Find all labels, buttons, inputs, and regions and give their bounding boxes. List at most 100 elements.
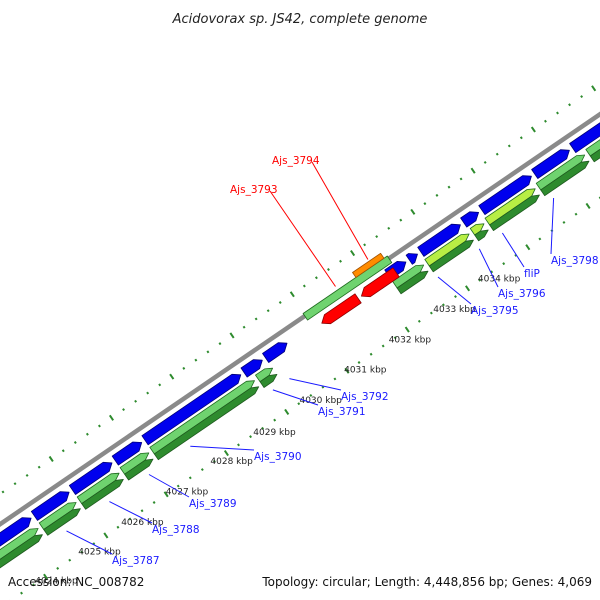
tick-minor (61, 449, 65, 453)
tick-minor (417, 319, 421, 323)
gene-light-bar (302, 255, 393, 321)
cds-forward-arrow (0, 517, 32, 547)
cds-reverse-arrow (360, 267, 400, 298)
tick-minor (56, 566, 60, 570)
tick-minor (266, 309, 270, 313)
gene-dark-bar (124, 458, 154, 481)
tick-minor (242, 325, 246, 329)
tick-major (163, 491, 169, 498)
scale-label: 4030 kbp (299, 396, 342, 406)
tick-minor (381, 344, 385, 348)
gene-dark-bar (396, 270, 429, 295)
tick-minor (97, 424, 101, 428)
tick-minor (514, 253, 518, 257)
tick-minor (369, 352, 373, 356)
tick-minor (321, 385, 325, 389)
tick-minor (261, 426, 265, 430)
tick-minor (176, 484, 180, 488)
cds-forward-arrow (240, 359, 263, 378)
tick-minor (68, 558, 72, 562)
tick-minor (478, 278, 482, 282)
gene-label: Ajs_3791 (318, 406, 366, 418)
cds-forward-arrow (111, 441, 143, 466)
gene-label: fliP (524, 268, 540, 280)
tick-minor (249, 435, 253, 439)
tick-major (223, 450, 229, 457)
gene-label: Ajs_3787 (112, 555, 160, 567)
tick-minor (158, 383, 162, 387)
tick-minor (483, 160, 487, 164)
tick-major (103, 532, 109, 539)
tick-major (410, 208, 416, 215)
feature-tracks (0, 122, 600, 569)
label-leader-line (550, 197, 555, 255)
tick-minor (297, 402, 301, 406)
gene-label: Ajs_3789 (189, 498, 237, 510)
gene-label: Ajs_3794 (272, 155, 320, 167)
tick-major (289, 291, 295, 298)
tick-minor (441, 303, 445, 307)
tick-major (525, 244, 531, 251)
gene-label: Ajs_3793 (230, 184, 278, 196)
tick-minor (218, 342, 222, 346)
scale-label: 4024 kbp (35, 577, 78, 587)
tick-minor (278, 300, 282, 304)
tick-minor (454, 295, 457, 299)
tick-minor (574, 212, 578, 216)
gene-dark-bar (489, 194, 540, 232)
tick-minor (146, 391, 150, 395)
tick-major (229, 332, 235, 339)
tick-minor (314, 276, 318, 280)
tick-minor (435, 193, 439, 197)
gene-dark-bar (81, 478, 124, 510)
scale-labels: 4024 kbp 4025 kbp 4026 kbp 4027 kbp 4028 kbp… (35, 274, 520, 586)
scale-label: 4027 kbp (166, 488, 209, 498)
tick-minor (447, 185, 451, 189)
tick-minor (206, 350, 210, 354)
tick-major (344, 367, 350, 374)
label-leader-line (190, 445, 255, 451)
tick-minor (519, 136, 523, 140)
tick-minor (188, 476, 192, 480)
gene-label: Ajs_3795 (471, 305, 519, 317)
tick-major (591, 85, 597, 92)
scale-label: 4026 kbp (121, 518, 164, 528)
tick-minor (128, 517, 132, 521)
tick-minor (194, 358, 198, 362)
tick-major (43, 573, 49, 580)
gene-label: Ajs_3792 (341, 391, 389, 403)
label-leader-line (148, 474, 190, 498)
scale-label: 4032 kbp (389, 335, 432, 345)
tick-major (465, 285, 471, 292)
cds-forward-arrow (417, 223, 461, 257)
tick-major (350, 250, 356, 257)
tick-minor (309, 393, 313, 397)
gene-dark-bar (589, 148, 600, 163)
label-leader-line (272, 389, 319, 406)
label-leader-line (289, 378, 342, 391)
backbone-line (0, 306, 317, 527)
tick-minor (273, 418, 277, 422)
cds-forward-arrow (460, 211, 480, 228)
cds-forward-arrow (141, 373, 242, 446)
tick-minor (502, 262, 506, 266)
tick-minor (200, 468, 204, 472)
cds-forward-arrow (569, 122, 600, 154)
tick-minor (568, 103, 572, 107)
tick-minor (375, 235, 379, 239)
gene-dark-bar (474, 229, 489, 242)
gene-label: Ajs_3790 (254, 451, 302, 463)
label-leader-line (478, 248, 499, 288)
tick-major (470, 167, 476, 174)
scale-label: 4025 kbp (78, 547, 121, 557)
gene-dark-bar (153, 386, 260, 461)
gene-label: Ajs_3798 (551, 255, 599, 267)
tick-minor (562, 220, 566, 224)
tick-major (284, 408, 290, 415)
tick-minor (495, 152, 499, 156)
tick-minor (80, 550, 84, 554)
tick-minor (25, 473, 29, 477)
tick-minor (1, 490, 5, 494)
scale-label: 4033 kbp (433, 305, 476, 315)
